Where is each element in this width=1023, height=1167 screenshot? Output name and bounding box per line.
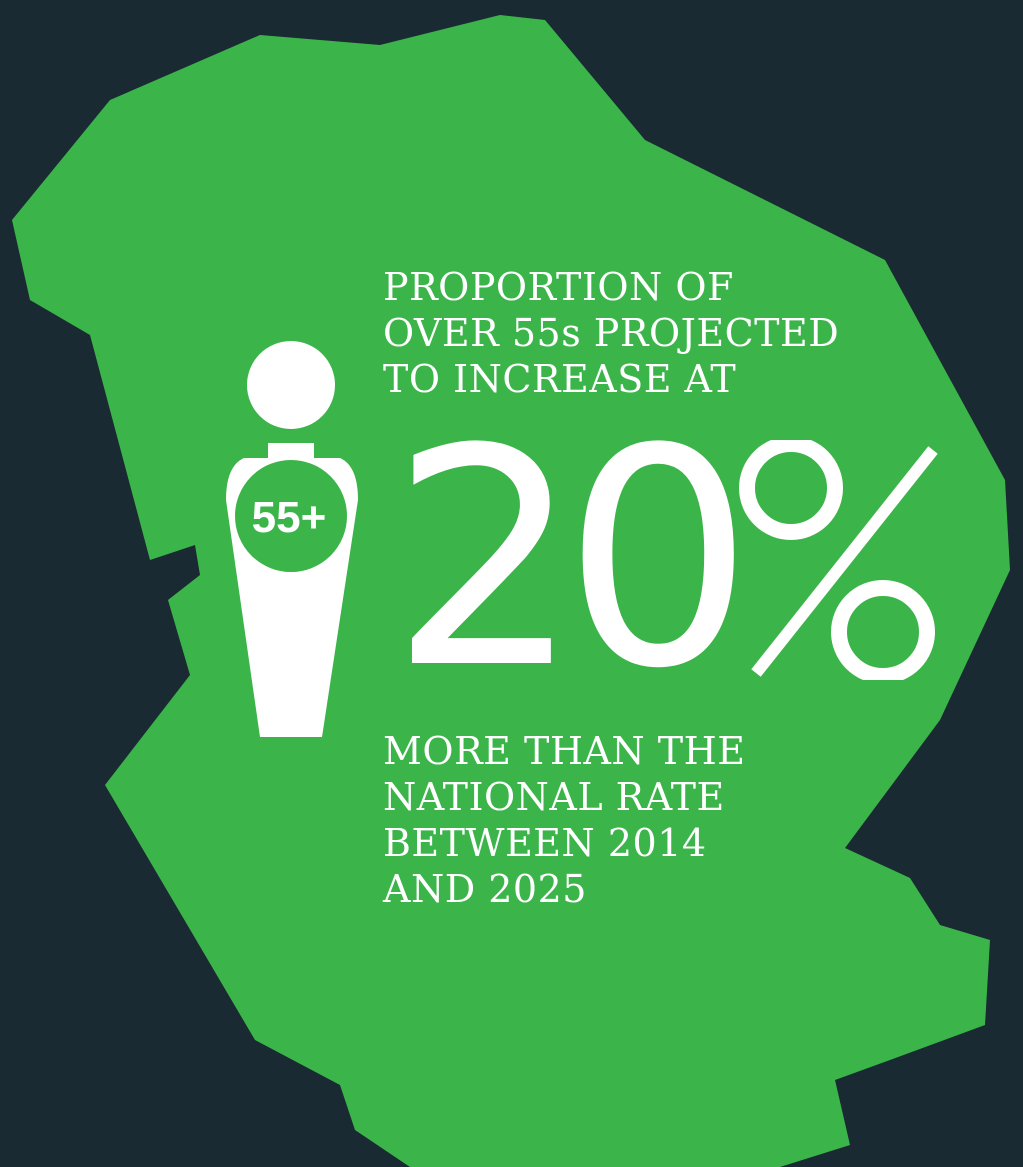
percent-slash [751, 446, 938, 677]
age-badge-label: 55+ [252, 493, 327, 542]
stat-value: 20 [390, 385, 754, 734]
person-icon: 55+ [226, 341, 358, 737]
person-neck [268, 443, 314, 458]
intro-line-2: OVER 55s PROJECTED [383, 311, 840, 355]
outro-line-2: NATIONAL RATE [383, 775, 725, 819]
outro-line-3: BETWEEN 2014 [383, 821, 707, 865]
age-badge-circle [231, 456, 351, 576]
outro-line-1: MORE THAN THE [383, 729, 746, 773]
percent-symbol: % [739, 440, 938, 680]
intro-line-1: PROPORTION OF [383, 265, 734, 309]
percent-upper-circle [739, 440, 843, 540]
region-map-shape [12, 15, 1010, 1167]
person-head [247, 341, 335, 429]
percent-lower-circle [831, 580, 935, 680]
intro-line-3: TO INCREASE AT [383, 357, 737, 401]
outro-line-4: AND 2025 [383, 867, 587, 911]
